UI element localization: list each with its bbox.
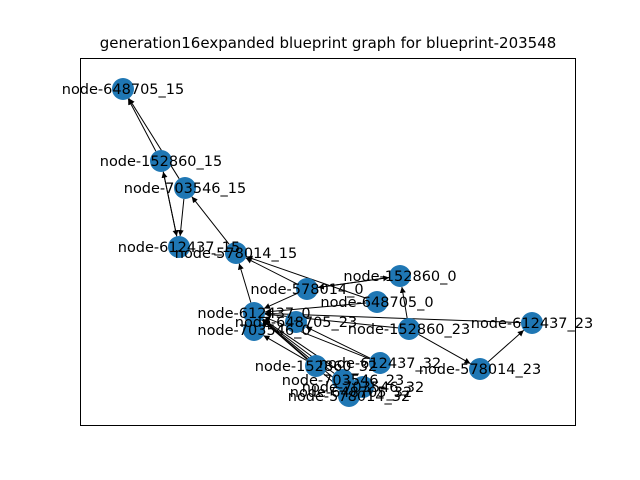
graph-edge bbox=[399, 286, 408, 319]
graph-edge bbox=[246, 255, 367, 299]
graph-node-label: node-152860_15 bbox=[100, 154, 222, 170]
graph-edge bbox=[245, 257, 298, 285]
graph-node bbox=[338, 385, 360, 407]
graph-node-label: node-152860_0 bbox=[343, 269, 456, 285]
graph-edge bbox=[264, 310, 522, 324]
graph-edge bbox=[305, 326, 371, 359]
graph-node bbox=[296, 278, 318, 300]
graph-edge bbox=[263, 293, 298, 309]
graph-node-label: node-648705_15 bbox=[62, 82, 184, 98]
graph-node bbox=[369, 352, 391, 374]
graph-node-label: node-612437_0 bbox=[197, 306, 310, 322]
graph-edge bbox=[418, 333, 471, 365]
graph-node-label: node-648705_0 bbox=[320, 295, 433, 311]
graph-node-label: node-648705_23 bbox=[235, 315, 357, 331]
graph-node bbox=[521, 312, 543, 334]
labels-layer: node-648705_15 node-152860_15 node-703546_… bbox=[62, 82, 593, 405]
graph-edge bbox=[264, 302, 367, 315]
graph-node-label: node-612437_32 bbox=[319, 356, 441, 372]
graph-node bbox=[285, 311, 307, 333]
graph-node-label: node-152860_32 bbox=[255, 359, 377, 375]
graph-node-label: node-612437_15 bbox=[118, 240, 240, 256]
graph-node-label: node-703546_15 bbox=[124, 181, 246, 197]
graph-node bbox=[243, 302, 265, 324]
graph-edge bbox=[262, 319, 343, 386]
graph-edge bbox=[487, 329, 525, 363]
plot-frame bbox=[80, 58, 576, 426]
graph-node-label: node-703546_32 bbox=[302, 380, 424, 396]
graph-edge bbox=[263, 335, 307, 361]
graph-node bbox=[168, 236, 190, 258]
graph-node-label: node-578014_15 bbox=[175, 246, 297, 262]
graph-node-label: node-578014_0 bbox=[250, 282, 363, 298]
graph-edge bbox=[161, 171, 178, 237]
graph-edge bbox=[264, 316, 370, 360]
graph-node bbox=[225, 242, 247, 264]
graph-title: generation16expanded blueprint graph for… bbox=[99, 34, 557, 52]
graph-node-label: node-612437_23 bbox=[471, 316, 593, 332]
graph-edge bbox=[127, 98, 157, 152]
edges-layer bbox=[127, 98, 525, 390]
graph-node-label: node-578014_32 bbox=[288, 389, 410, 405]
graph-node-label: node-578014_23 bbox=[419, 362, 541, 378]
graph-node bbox=[305, 355, 327, 377]
graph-node-label: node-152860_23 bbox=[348, 322, 470, 338]
graph-node bbox=[398, 318, 420, 340]
graph-node-label: node-703546_0 bbox=[197, 323, 310, 339]
graph-node bbox=[112, 78, 134, 100]
graph-edge bbox=[177, 198, 185, 237]
graph-node-label: node-703546_23 bbox=[282, 373, 404, 389]
graph-edge bbox=[317, 275, 390, 288]
graph-node bbox=[243, 319, 265, 341]
graph-node-label: node-648705_32 bbox=[290, 385, 412, 401]
graph-node bbox=[389, 265, 411, 287]
nodes-layer bbox=[112, 78, 543, 407]
graph-edge bbox=[261, 319, 342, 390]
graph-node bbox=[366, 291, 388, 313]
graph-node bbox=[150, 150, 172, 172]
graph-edge bbox=[191, 196, 230, 245]
graph-node bbox=[174, 177, 196, 199]
graph-node bbox=[469, 358, 491, 380]
graph-edge bbox=[238, 263, 252, 303]
